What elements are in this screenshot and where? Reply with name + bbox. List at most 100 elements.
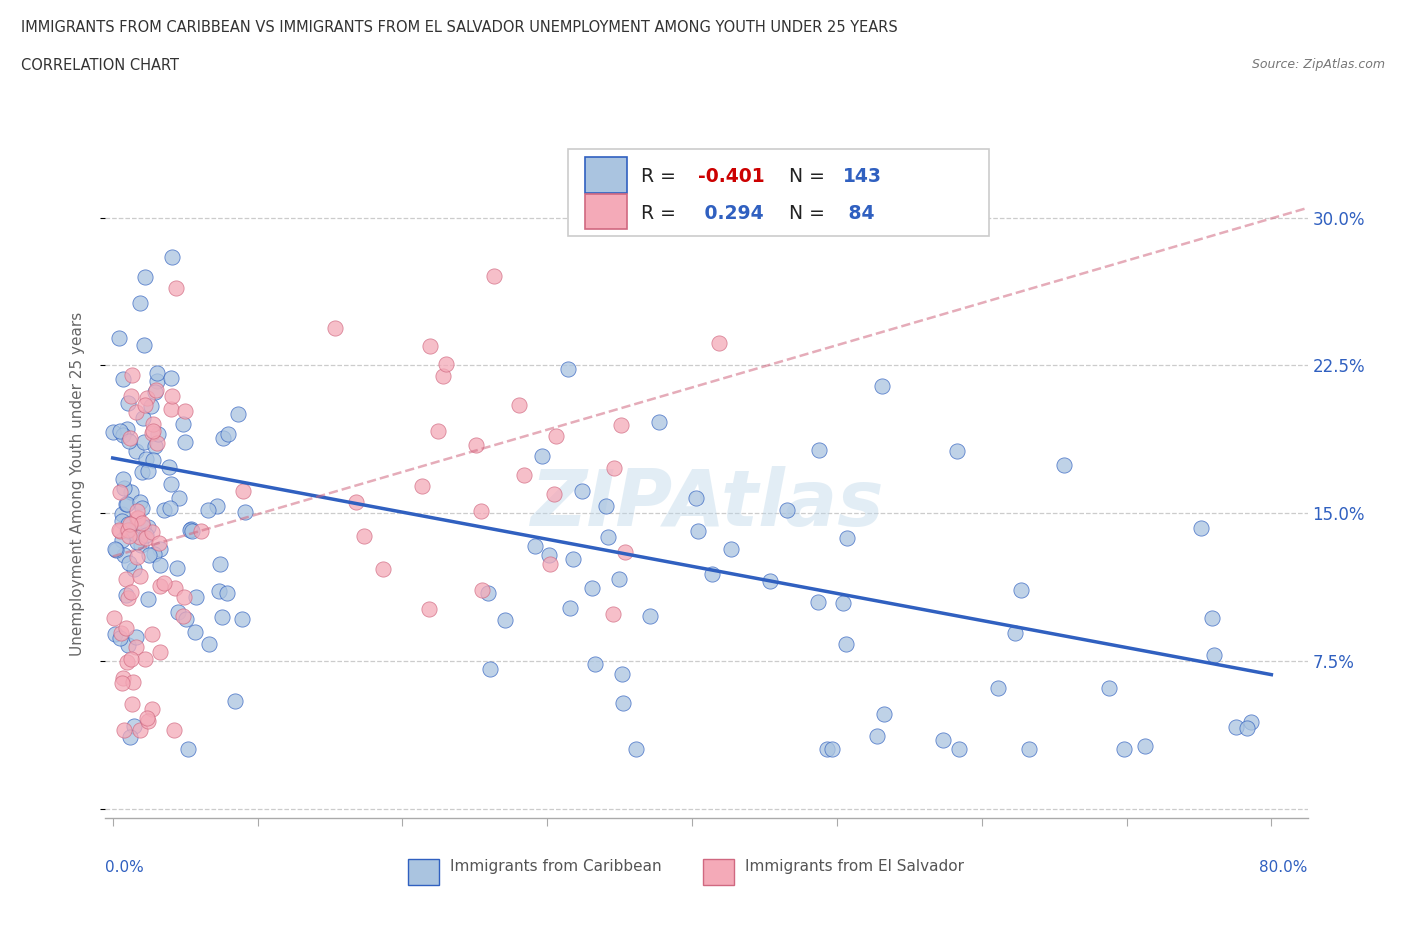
Point [121, 526, 143, 541]
Point [117, 591, 139, 605]
Point [142, 453, 165, 468]
Point [141, 525, 163, 539]
Point [112, 427, 135, 442]
Point [117, 523, 139, 538]
Point [138, 547, 160, 562]
Point [149, 541, 172, 556]
Point [209, 557, 232, 572]
Point [146, 427, 169, 442]
Point [111, 533, 134, 548]
Point [948, 742, 970, 757]
Point [142, 423, 165, 438]
Point [110, 675, 132, 690]
Point [122, 675, 145, 690]
Point [217, 426, 239, 441]
Point [1010, 582, 1032, 597]
Point [173, 590, 195, 604]
Point [115, 655, 138, 670]
Point [131, 520, 153, 535]
Point [159, 477, 181, 492]
Point [115, 587, 138, 602]
Point [127, 535, 149, 550]
Point [129, 538, 152, 552]
Point [167, 604, 190, 619]
Point [1189, 521, 1212, 536]
Text: N =: N = [789, 167, 831, 186]
Point [702, 567, 724, 582]
Point [117, 433, 139, 448]
Point [135, 391, 157, 405]
Text: Immigrants from El Salvador: Immigrants from El Salvador [745, 859, 965, 874]
Point [418, 602, 440, 617]
Point [610, 667, 633, 682]
Point [141, 701, 163, 716]
Point [149, 578, 172, 593]
Point [946, 444, 969, 458]
Point [197, 503, 219, 518]
Point [108, 631, 131, 645]
Point [129, 568, 152, 583]
Point [121, 367, 143, 382]
Point [117, 517, 139, 532]
Point [141, 626, 163, 641]
Point [157, 459, 180, 474]
Point [1204, 647, 1226, 662]
Point [104, 541, 127, 556]
Point [128, 495, 150, 510]
Point [159, 501, 181, 516]
Point [1133, 738, 1156, 753]
Point [614, 545, 637, 560]
Point [103, 425, 125, 440]
Point [120, 651, 142, 666]
Point [211, 609, 233, 624]
Point [125, 639, 148, 654]
Text: R =: R = [641, 167, 682, 186]
Point [685, 490, 707, 505]
Point [111, 507, 134, 522]
Point [1236, 720, 1258, 735]
Point [624, 742, 647, 757]
Text: -0.401: -0.401 [697, 167, 765, 186]
Point [103, 611, 125, 626]
Point [127, 503, 149, 518]
Point [118, 555, 141, 570]
Point [118, 529, 141, 544]
Point [546, 429, 568, 444]
Point [125, 550, 148, 565]
Point [184, 590, 207, 604]
Point [114, 572, 136, 587]
Point [1114, 742, 1136, 757]
Point [821, 742, 844, 757]
Point [1004, 625, 1026, 640]
Point [344, 495, 367, 510]
Point [120, 485, 142, 499]
Text: N =: N = [789, 205, 831, 223]
Point [112, 723, 135, 737]
Point [807, 594, 830, 609]
Point [128, 723, 150, 737]
Point [115, 524, 138, 538]
Point [560, 601, 582, 616]
Point [135, 528, 157, 543]
Point [143, 438, 166, 453]
Point [136, 464, 159, 479]
Point [120, 584, 142, 599]
Point [129, 530, 152, 545]
Point [513, 467, 536, 482]
Point [136, 711, 159, 725]
Point [112, 671, 135, 685]
Point [136, 591, 159, 606]
Text: 84: 84 [842, 205, 875, 223]
Point [707, 336, 730, 351]
Point [105, 543, 128, 558]
Point [160, 371, 183, 386]
Point [538, 556, 561, 571]
Point [987, 681, 1010, 696]
Point [163, 580, 186, 595]
Point [198, 637, 221, 652]
Point [212, 431, 235, 445]
Point [477, 586, 499, 601]
Point [837, 531, 859, 546]
Point [179, 523, 201, 538]
Point [471, 582, 494, 597]
